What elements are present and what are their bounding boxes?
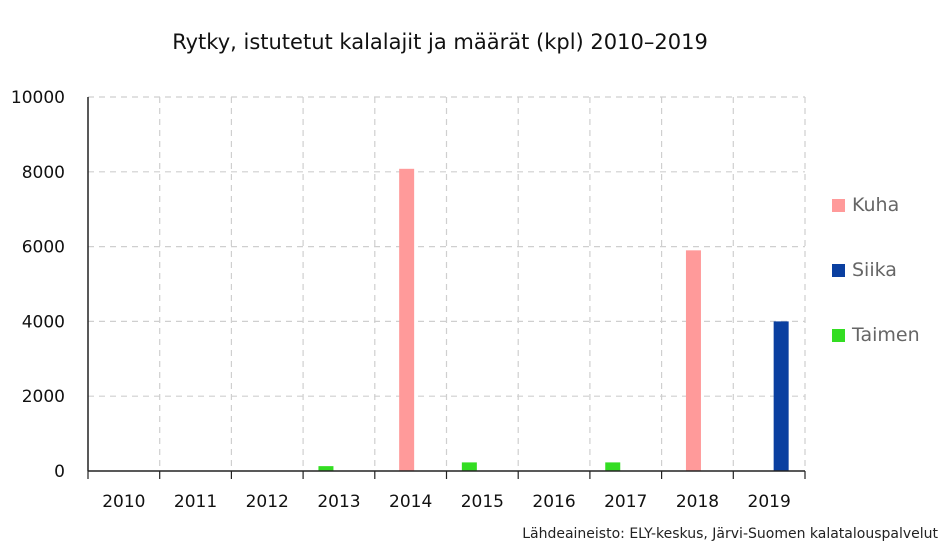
y-tick-label: 4000	[22, 312, 65, 332]
gridlines	[88, 96, 806, 471]
chart-title: Rytky, istutetut kalalajit ja määrät (kp…	[172, 30, 708, 54]
bar-taimen-2015	[461, 462, 477, 471]
axes	[87, 97, 806, 479]
x-tick-label: 2010	[102, 492, 145, 512]
legend-item-taimen: Taimen	[832, 320, 950, 350]
bar-taimen-2013	[318, 466, 334, 471]
legend-item-siika: Siika	[832, 255, 950, 285]
x-tick-label: 2018	[676, 492, 719, 512]
bars	[318, 168, 789, 472]
legend-item-kuha: Kuha	[832, 190, 950, 220]
legend-label-kuha: Kuha	[852, 194, 900, 216]
x-tick-label: 2015	[461, 492, 504, 512]
tick-labels: 0 2000 4000 6000 8000 10000 2010 2011 2012 2013 20…	[11, 88, 791, 512]
legend-swatch-kuha	[832, 198, 845, 212]
x-tick-label: 2014	[389, 492, 432, 512]
legend-label-siika: Siika	[852, 259, 897, 281]
legend-label-taimen: Taimen	[852, 324, 920, 346]
legend-swatch-taimen	[832, 328, 845, 342]
bar-kuha-2014	[399, 168, 415, 472]
x-tick-label: 2013	[317, 492, 360, 512]
x-tick-label: 2017	[604, 492, 647, 512]
y-tick-label: 6000	[22, 238, 65, 258]
source-note: Lähdeaineisto: ELY-keskus, Järvi-Suomen …	[522, 526, 938, 542]
y-tick-label: 10000	[11, 88, 65, 108]
x-tick-label: 2011	[174, 492, 217, 512]
y-tick-label: 0	[54, 462, 65, 482]
bar-siika-2019	[773, 321, 789, 471]
y-tick-label: 2000	[22, 387, 65, 407]
bar-kuha-2018	[685, 250, 701, 471]
bar-taimen-2017	[605, 462, 621, 471]
y-tick-label: 8000	[22, 163, 65, 183]
legend-swatch-siika	[832, 263, 845, 277]
x-tick-label: 2019	[748, 492, 791, 512]
x-tick-label: 2012	[246, 492, 289, 512]
x-tick-label: 2016	[532, 492, 575, 512]
